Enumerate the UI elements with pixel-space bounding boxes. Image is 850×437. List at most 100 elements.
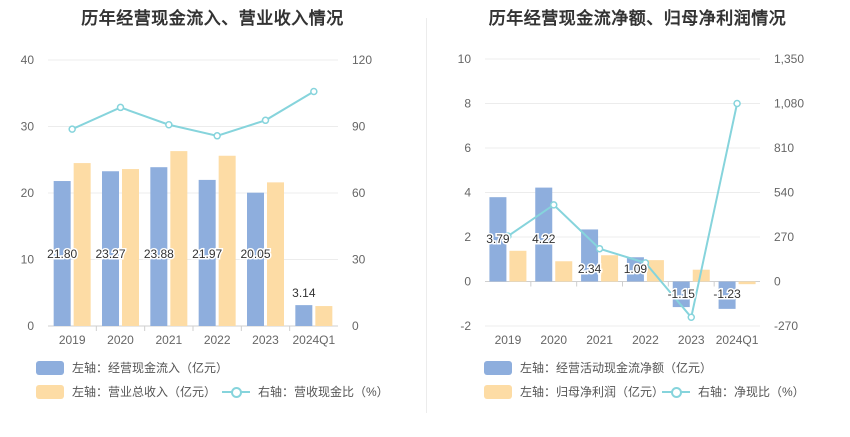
legend-swatch-line bbox=[222, 385, 250, 399]
line-point bbox=[641, 259, 650, 267]
bar-series-2 bbox=[692, 269, 710, 282]
x-axis-tick-label: 2022 bbox=[204, 333, 231, 347]
panel-divider bbox=[426, 18, 427, 413]
x-axis-tick-label: 2024Q1 bbox=[716, 333, 759, 347]
right-axis-tick-label: 120 bbox=[352, 53, 372, 67]
legend-swatch-line bbox=[662, 385, 690, 399]
bar-data-label: 23.88 bbox=[144, 247, 174, 261]
line-point bbox=[550, 201, 558, 209]
chart-panel-right: 历年经营现金流净额、归母净利润情况 -2 0 2 4 6 8 10 -270 0 270 540 81… bbox=[425, 0, 850, 437]
x-axis-tick-label: 2022 bbox=[632, 333, 659, 347]
line-point bbox=[733, 99, 741, 108]
bar-series-2 bbox=[170, 151, 188, 326]
left-axis-tick-label: 0 bbox=[464, 275, 471, 289]
bar-series-1 bbox=[489, 197, 507, 282]
bar-series-2 bbox=[555, 261, 573, 282]
left-axis-tick-label: 20 bbox=[21, 186, 35, 200]
line-point bbox=[687, 313, 695, 322]
legend-item-left-0[interactable]: 左轴：经营现金流入（亿元） bbox=[36, 359, 228, 376]
left-axis-tick-label: 6 bbox=[464, 141, 471, 155]
bar-series-2 bbox=[509, 250, 527, 282]
chart-title-left: 历年经营现金流入、营业收入情况 bbox=[81, 9, 344, 28]
legend-label: 左轴：归母净利润（亿元） bbox=[520, 385, 665, 399]
line-point bbox=[165, 120, 173, 129]
left-axis-tick-label: 10 bbox=[21, 253, 35, 267]
bar-series-1 bbox=[626, 257, 644, 282]
left-axis-tick-label: 4 bbox=[464, 186, 471, 200]
line-point bbox=[595, 244, 604, 253]
x-axis-tick-label: 2021 bbox=[586, 333, 613, 347]
x-axis-tick-label: 2024Q1 bbox=[292, 333, 335, 347]
x-axis-tick-label: 2020 bbox=[540, 333, 567, 347]
right-axis-tick-label: 90 bbox=[352, 120, 366, 134]
right-axis-tick-label: 540 bbox=[774, 186, 794, 200]
bar-series-2 bbox=[315, 306, 333, 326]
bar-series-2 bbox=[738, 281, 756, 285]
legend-label: 左轴：营业总收入（亿元） bbox=[72, 385, 217, 399]
legend-swatch-bar-blue bbox=[36, 360, 64, 375]
left-axis-tick-label: 8 bbox=[464, 97, 471, 111]
right-axis-tick-label: 30 bbox=[352, 253, 366, 267]
bar-series-1 bbox=[718, 281, 736, 309]
bar-data-label: 3.14 bbox=[292, 286, 316, 300]
legend-label: 左轴：经营现金流入（亿元） bbox=[72, 361, 229, 375]
legend-item-left-2[interactable]: 右轴：营收现金比（%） bbox=[222, 383, 389, 400]
right-axis-tick-label: 810 bbox=[774, 141, 794, 155]
line-point bbox=[261, 116, 270, 125]
bar-series-2 bbox=[73, 163, 91, 326]
x-axis-tick-label: 2023 bbox=[252, 333, 279, 347]
line-point bbox=[310, 87, 318, 96]
right-axis-tick-label: 1,080 bbox=[774, 97, 804, 111]
right-axis-tick-label: -270 bbox=[774, 319, 798, 333]
legend-item-right-2[interactable]: 右轴：净现比（%） bbox=[662, 383, 805, 400]
bar-series-1 bbox=[198, 179, 216, 326]
bar-data-label: 1.09 bbox=[624, 262, 648, 276]
bar-data-label: 20.05 bbox=[240, 247, 270, 261]
bar-data-label: 2.34 bbox=[578, 262, 602, 276]
bar-data-label: 23.27 bbox=[95, 247, 125, 261]
x-axis-tick-label: 2020 bbox=[107, 333, 134, 347]
legend-item-right-1[interactable]: 左轴：归母净利润（亿元） bbox=[484, 383, 664, 400]
bar-series-2 bbox=[218, 155, 236, 326]
bar-data-label: 21.80 bbox=[47, 247, 77, 261]
right-axis-tick-label: 60 bbox=[352, 186, 366, 200]
bar-data-label: -1.23 bbox=[713, 287, 741, 301]
bar-data-label: 21.97 bbox=[192, 247, 222, 261]
chart-panel-left: 历年经营现金流入、营业收入情况 0 10 20 30 40 0 30 60 90 120 2019 2… bbox=[21, 9, 389, 400]
bar-series-1 bbox=[150, 167, 168, 326]
left-axis-tick-label: 30 bbox=[21, 120, 35, 134]
right-axis-tick-label: 1,350 bbox=[774, 52, 804, 66]
legend-item-right-0[interactable]: 左轴：经营活动现金流净额（亿元） bbox=[484, 359, 712, 376]
legend-label: 右轴：净现比（%） bbox=[698, 385, 805, 399]
bar-series-1 bbox=[247, 192, 264, 326]
left-axis-tick-label: 0 bbox=[27, 319, 34, 333]
legend-label: 左轴：经营活动现金流净额（亿元） bbox=[520, 361, 713, 375]
line-point bbox=[213, 132, 221, 140]
bar-series-2 bbox=[646, 260, 664, 282]
x-axis-tick-label: 2021 bbox=[155, 333, 182, 347]
right-axis-tick-label: 0 bbox=[352, 319, 359, 333]
bar-series-2 bbox=[267, 182, 284, 326]
bar-series-1 bbox=[295, 305, 313, 326]
legend-swatch-bar-orange bbox=[36, 384, 64, 399]
bar-data-label: 4.22 bbox=[532, 232, 556, 246]
right-axis-tick-label: 270 bbox=[774, 230, 794, 244]
bar-series-1 bbox=[535, 187, 553, 282]
bar-series-2 bbox=[122, 169, 139, 326]
line-series bbox=[507, 103, 739, 320]
line-series bbox=[71, 90, 315, 137]
line-point bbox=[116, 103, 125, 112]
bar-data-label: -1.15 bbox=[668, 287, 696, 301]
legend-item-left-1[interactable]: 左轴：营业总收入（亿元） bbox=[36, 383, 216, 400]
left-axis-tick-label: 10 bbox=[458, 52, 472, 66]
legend-label: 右轴：营收现金比（%） bbox=[258, 385, 389, 399]
legend-swatch-bar-orange bbox=[484, 384, 512, 399]
x-axis-tick-label: 2023 bbox=[678, 333, 705, 347]
chart-title-right: 历年经营现金流净额、归母净利润情况 bbox=[488, 9, 787, 28]
x-axis-tick-label: 2019 bbox=[495, 333, 522, 347]
line-point bbox=[68, 125, 76, 133]
x-axis-tick-label: 2019 bbox=[59, 333, 86, 347]
right-axis-tick-label: 0 bbox=[774, 275, 781, 289]
left-axis-tick-label: 2 bbox=[464, 230, 471, 244]
